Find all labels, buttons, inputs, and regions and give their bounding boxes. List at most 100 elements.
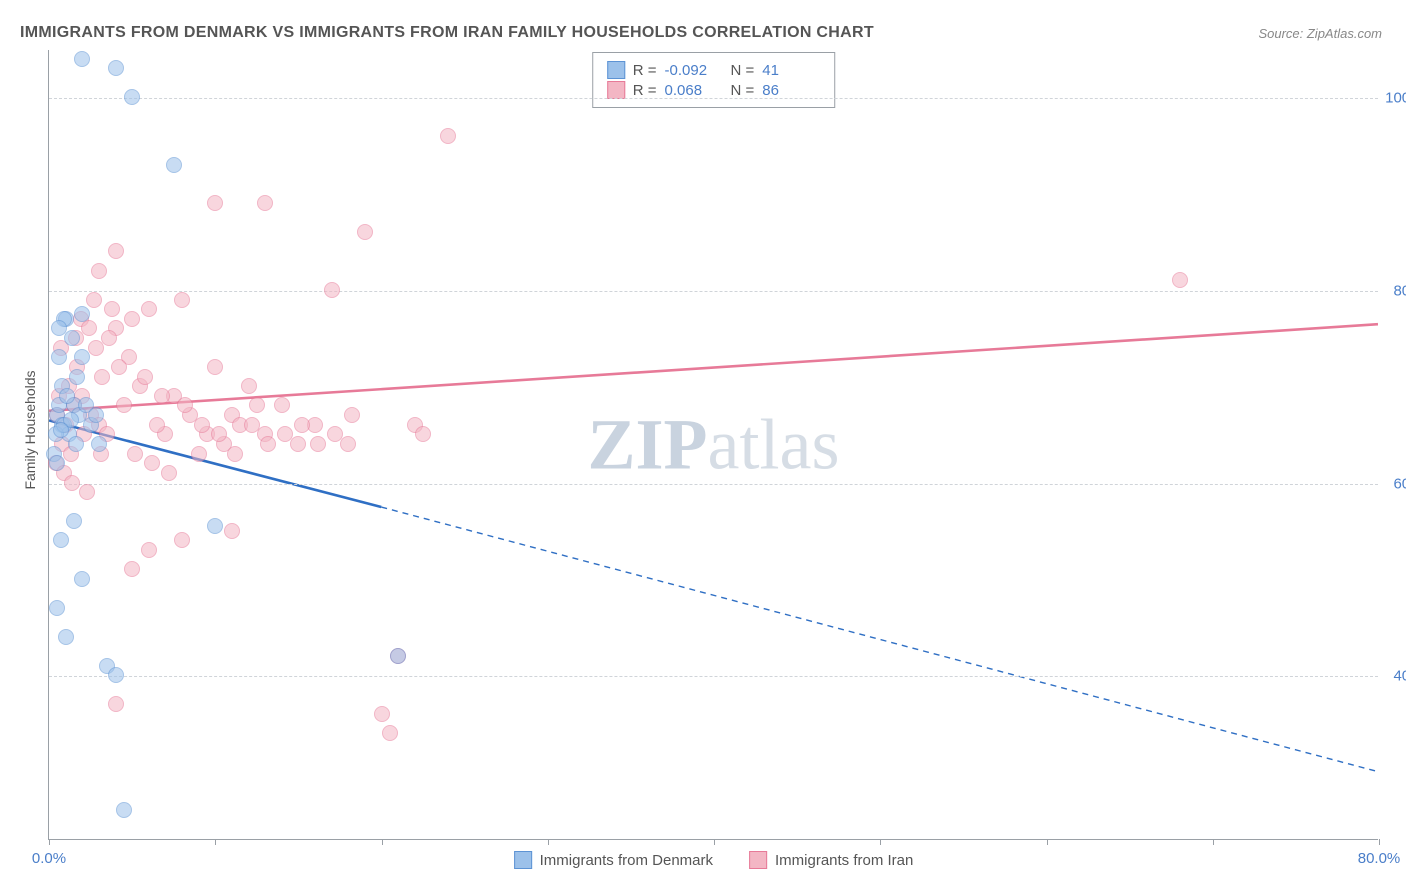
gridline-h — [49, 291, 1378, 292]
x-tick — [49, 839, 50, 845]
x-tick — [548, 839, 549, 845]
iran-point — [382, 725, 398, 741]
iran-point — [1172, 272, 1188, 288]
denmark-point — [74, 306, 90, 322]
legend-r-label: R = — [633, 82, 657, 99]
iran-label: Immigrants from Iran — [775, 852, 913, 869]
denmark-point — [51, 349, 67, 365]
x-tick-label: 0.0% — [32, 850, 66, 867]
denmark-point — [108, 667, 124, 683]
iran-point — [257, 195, 273, 211]
legend-r-label: R = — [633, 62, 657, 79]
y-axis-title: Family Households — [22, 370, 38, 489]
x-tick — [1047, 839, 1048, 845]
iran-point — [241, 378, 257, 394]
iran-point — [64, 475, 80, 491]
x-tick-label: 80.0% — [1358, 850, 1401, 867]
denmark-trend-line-dashed — [381, 507, 1378, 772]
iran-point — [108, 696, 124, 712]
x-tick — [382, 839, 383, 845]
iran-point — [249, 397, 265, 413]
y-tick-label: 60.0% — [1393, 475, 1406, 492]
iran-point — [260, 436, 276, 452]
iran-point — [415, 426, 431, 442]
iran-point — [94, 369, 110, 385]
iran-point — [294, 417, 310, 433]
denmark-point — [59, 388, 75, 404]
denmark-point — [390, 648, 406, 664]
plot-area: ZIPatlas R = -0.092 N = 41 R = 0.068 N =… — [48, 50, 1378, 840]
iran-n-value: 86 — [762, 82, 820, 99]
denmark-point — [49, 600, 65, 616]
iran-point — [101, 330, 117, 346]
iran-point — [141, 301, 157, 317]
denmark-swatch — [514, 851, 532, 869]
denmark-point — [53, 422, 69, 438]
gridline-h — [49, 98, 1378, 99]
iran-point — [144, 455, 160, 471]
y-tick-label: 40.0% — [1393, 668, 1406, 685]
denmark-point — [116, 802, 132, 818]
iran-point — [104, 301, 120, 317]
denmark-point — [124, 89, 140, 105]
iran-point — [108, 243, 124, 259]
legend-n-label: N = — [731, 62, 755, 79]
denmark-n-value: 41 — [762, 62, 820, 79]
denmark-point — [166, 157, 182, 173]
iran-point — [310, 436, 326, 452]
iran-point — [327, 426, 343, 442]
legend-item-iran: Immigrants from Iran — [749, 851, 913, 869]
x-tick — [215, 839, 216, 845]
iran-point — [86, 292, 102, 308]
denmark-point — [58, 629, 74, 645]
iran-point — [194, 417, 210, 433]
x-tick — [880, 839, 881, 845]
iran-point — [290, 436, 306, 452]
iran-point — [174, 532, 190, 548]
gridline-h — [49, 676, 1378, 677]
iran-point — [161, 465, 177, 481]
iran-point — [324, 282, 340, 298]
denmark-point — [108, 60, 124, 76]
watermark-rest: atlas — [708, 404, 840, 484]
iran-point — [211, 426, 227, 442]
trend-lines — [49, 50, 1378, 839]
iran-point — [116, 397, 132, 413]
iran-point — [79, 484, 95, 500]
x-tick — [1213, 839, 1214, 845]
iran-swatch — [607, 81, 625, 99]
denmark-point — [68, 436, 84, 452]
source-attribution: Source: ZipAtlas.com — [1258, 26, 1382, 41]
correlation-legend: R = -0.092 N = 41 R = 0.068 N = 86 — [592, 52, 836, 108]
legend-row-iran: R = 0.068 N = 86 — [607, 81, 821, 99]
iran-trend-line — [49, 324, 1378, 411]
denmark-point — [74, 349, 90, 365]
iran-point — [357, 224, 373, 240]
iran-point — [81, 320, 97, 336]
denmark-label: Immigrants from Denmark — [540, 852, 713, 869]
iran-point — [137, 369, 153, 385]
denmark-point — [49, 455, 65, 471]
y-tick-label: 80.0% — [1393, 282, 1406, 299]
iran-point — [340, 436, 356, 452]
iran-point — [227, 446, 243, 462]
iran-r-value: 0.068 — [665, 82, 723, 99]
iran-point — [141, 542, 157, 558]
iran-point — [154, 388, 170, 404]
denmark-point — [53, 532, 69, 548]
x-tick — [1379, 839, 1380, 845]
y-tick-label: 100.0% — [1385, 90, 1406, 107]
iran-point — [277, 426, 293, 442]
iran-point — [274, 397, 290, 413]
iran-point — [374, 706, 390, 722]
iran-point — [224, 523, 240, 539]
denmark-r-value: -0.092 — [665, 62, 723, 79]
iran-point — [244, 417, 260, 433]
series-legend: Immigrants from Denmark Immigrants from … — [514, 851, 914, 869]
iran-point — [127, 446, 143, 462]
iran-swatch — [749, 851, 767, 869]
iran-point — [91, 263, 107, 279]
denmark-point — [91, 436, 107, 452]
denmark-point — [207, 518, 223, 534]
watermark-bold: ZIP — [588, 404, 708, 484]
